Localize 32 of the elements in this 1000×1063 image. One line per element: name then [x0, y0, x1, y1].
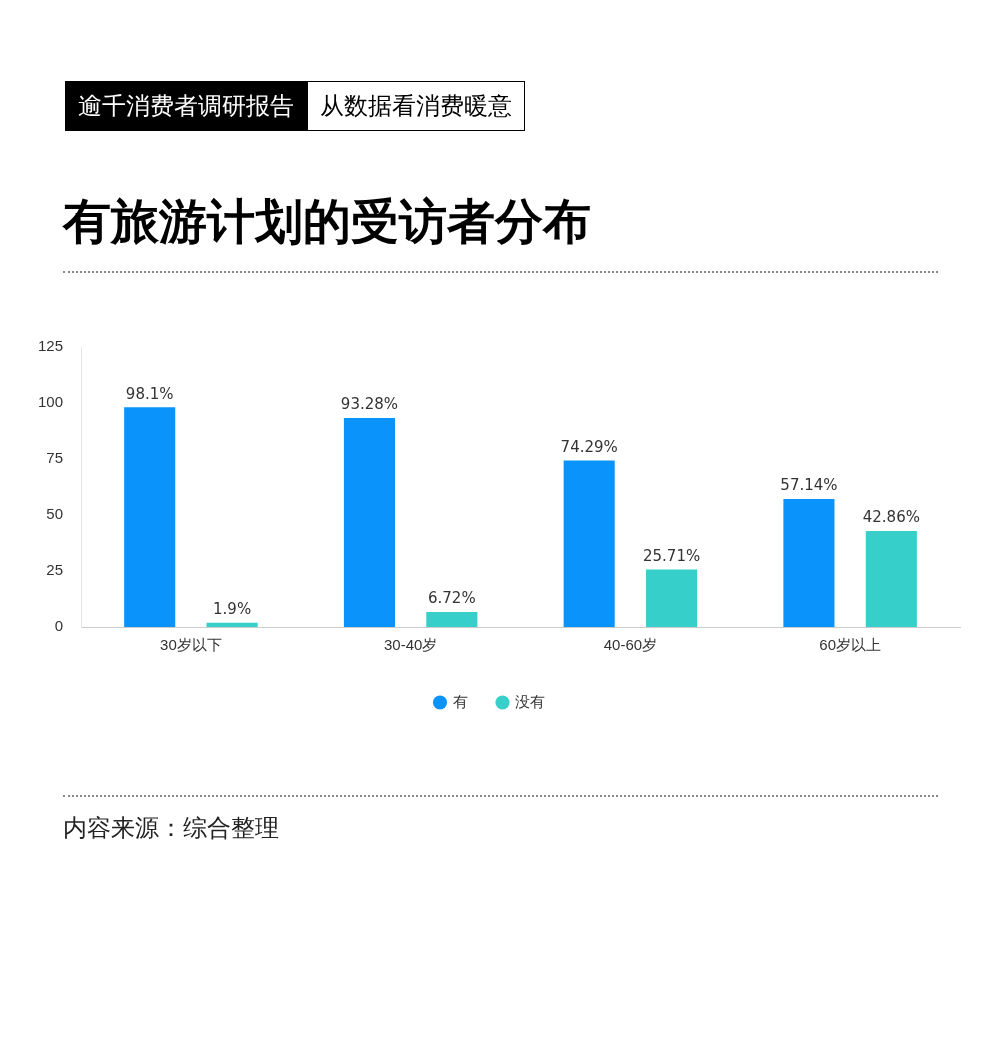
text: 从数据看消费暖意: [307, 81, 525, 131]
data-label: 98.1%: [125, 384, 174, 403]
x-tick-label: 60岁以上: [819, 636, 881, 654]
bar: [783, 499, 835, 627]
data-label: 25.71%: [642, 546, 701, 565]
y-tick-label: 75: [46, 449, 64, 467]
bar: [865, 530, 917, 627]
chart-title: 有旅游计划的受访者分布: [63, 192, 591, 251]
bar: [206, 622, 258, 627]
text: 内容来源：综合整理: [63, 813, 279, 844]
data-label: 57.14%: [780, 476, 838, 495]
x-tick-label: 30岁以下: [160, 636, 222, 654]
bar: [343, 418, 395, 627]
chart-subtitle: 逾千消费者调研报告: [65, 81, 307, 131]
legend-label: 有: [452, 692, 468, 710]
x-tick-label: 40-60岁: [603, 636, 658, 654]
bar: [124, 407, 176, 627]
bar: [646, 569, 698, 627]
y-tick-label: 125: [38, 337, 64, 355]
bar: [563, 460, 615, 627]
legend-label: 没有: [515, 692, 545, 710]
data-label: 6.72%: [428, 589, 476, 608]
y-tick-label: 100: [38, 393, 64, 411]
x-tick-label: 30-40岁: [383, 636, 438, 654]
bar: [426, 611, 478, 627]
y-tick-label: 0: [54, 617, 64, 635]
data-label: 93.28%: [340, 395, 399, 414]
y-tick-label: 25: [46, 561, 64, 579]
y-tick-label: 50: [46, 505, 64, 523]
data-label: 74.29%: [560, 437, 618, 456]
data-label: 1.9%: [213, 600, 252, 619]
data-label: 42.86%: [862, 508, 920, 527]
